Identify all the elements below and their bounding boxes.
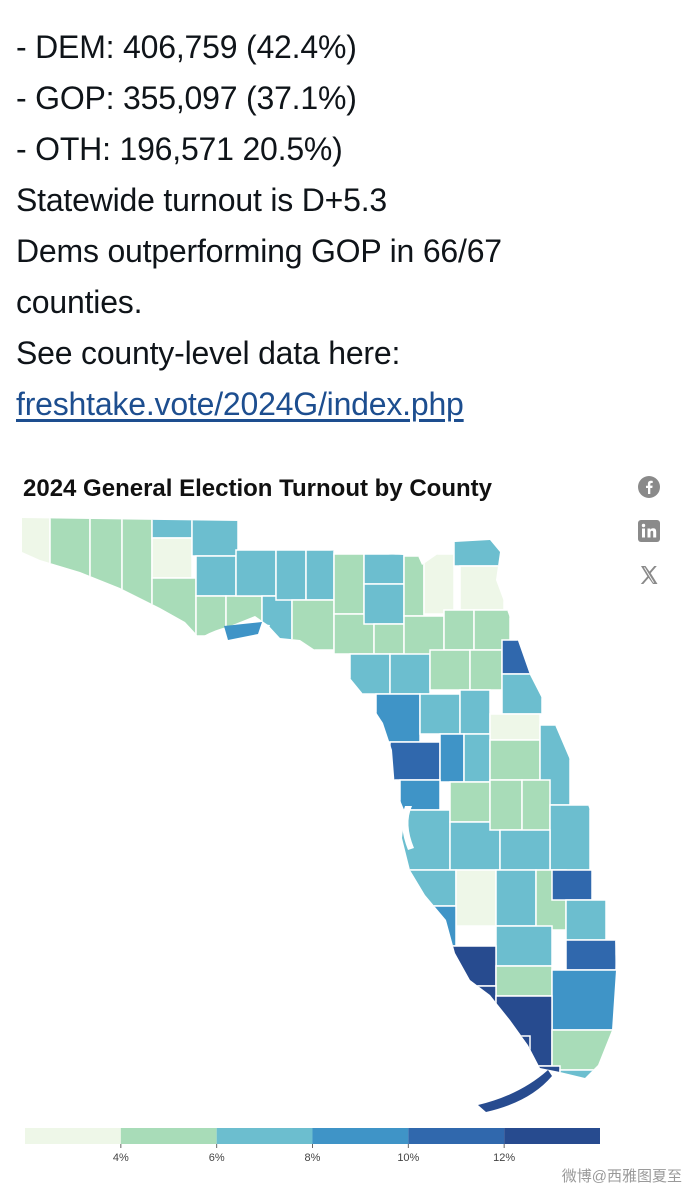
county[interactable] xyxy=(445,985,497,1037)
county[interactable] xyxy=(489,779,523,831)
legend-bin xyxy=(25,1128,121,1144)
post-line: - OTH: 196,571 20.5%) xyxy=(16,131,343,167)
county[interactable] xyxy=(235,549,277,597)
county[interactable] xyxy=(121,516,153,607)
legend-bin xyxy=(216,1128,313,1144)
county[interactable] xyxy=(423,553,455,615)
county[interactable] xyxy=(151,516,193,539)
county[interactable] xyxy=(499,829,551,871)
county[interactable] xyxy=(559,1069,620,1115)
legend-bin xyxy=(504,1128,600,1144)
county[interactable] xyxy=(275,549,307,601)
legend-tick-label: 8% xyxy=(305,1152,321,1164)
county[interactable] xyxy=(389,741,441,781)
county[interactable] xyxy=(20,516,51,567)
x-icon[interactable] xyxy=(637,563,661,587)
county[interactable] xyxy=(439,733,465,783)
legend-tick-label: 4% xyxy=(113,1152,129,1164)
county[interactable] xyxy=(89,516,123,597)
watermark: 微博@西雅图夏至 xyxy=(561,1168,682,1185)
data-link[interactable]: freshtake.vote/2024G/index.php xyxy=(16,386,464,422)
legend-bin xyxy=(312,1128,409,1144)
post-line: - DEM: 406,759 (42.4%) xyxy=(16,29,357,65)
county[interactable] xyxy=(349,653,391,695)
county[interactable] xyxy=(291,599,335,651)
county[interactable] xyxy=(501,673,543,715)
county[interactable] xyxy=(435,945,497,987)
county[interactable] xyxy=(151,577,197,639)
post-line: - GOP: 355,097 (37.1%) xyxy=(16,80,357,116)
county[interactable] xyxy=(501,639,533,675)
county[interactable] xyxy=(459,565,505,611)
florida-county-map xyxy=(20,516,620,1115)
linkedin-icon[interactable] xyxy=(637,519,661,543)
county[interactable] xyxy=(363,553,405,585)
county[interactable] xyxy=(551,869,593,901)
florida-keys[interactable] xyxy=(478,1070,552,1112)
county[interactable] xyxy=(429,649,471,691)
county[interactable] xyxy=(495,995,553,1067)
county[interactable] xyxy=(389,809,451,871)
post-line: counties. xyxy=(16,284,143,320)
chart-card: 2024 General Election Turnout by County xyxy=(0,455,690,1192)
county[interactable] xyxy=(489,739,541,781)
county[interactable] xyxy=(151,537,193,579)
county[interactable] xyxy=(389,653,431,695)
post-text: - DEM: 406,759 (42.4%) - GOP: 355,097 (3… xyxy=(16,22,676,430)
county[interactable] xyxy=(419,905,457,947)
county[interactable] xyxy=(463,733,491,783)
county[interactable] xyxy=(455,869,497,927)
legend-bin xyxy=(408,1128,505,1144)
chart-title: 2024 General Election Turnout by County xyxy=(23,475,492,502)
county[interactable] xyxy=(195,555,237,597)
legend-tick-label: 6% xyxy=(209,1152,225,1164)
county[interactable] xyxy=(565,899,607,941)
county[interactable] xyxy=(551,1029,618,1071)
county[interactable] xyxy=(469,649,503,691)
facebook-icon[interactable] xyxy=(637,475,661,499)
county[interactable] xyxy=(191,516,239,557)
legend-tick-label: 12% xyxy=(493,1152,515,1164)
post-line: See county-level data here: xyxy=(16,335,401,371)
county[interactable] xyxy=(333,553,365,615)
county[interactable] xyxy=(495,965,553,997)
county[interactable] xyxy=(489,713,541,741)
county[interactable] xyxy=(363,583,405,625)
post-line: Statewide turnout is D+5.3 xyxy=(16,182,388,218)
county[interactable] xyxy=(373,623,405,655)
county[interactable] xyxy=(549,804,591,871)
county[interactable] xyxy=(449,781,491,823)
county[interactable] xyxy=(565,939,616,971)
post-line: Dems outperforming GOP in 66/67 xyxy=(16,233,502,269)
share-bar xyxy=(637,475,663,607)
county[interactable] xyxy=(49,516,91,587)
county[interactable] xyxy=(469,1035,531,1096)
county[interactable] xyxy=(453,537,505,567)
county[interactable] xyxy=(399,779,441,811)
county[interactable] xyxy=(551,969,618,1031)
county[interactable] xyxy=(305,549,335,601)
county[interactable] xyxy=(399,869,457,907)
county[interactable] xyxy=(261,595,293,647)
county[interactable] xyxy=(375,693,421,743)
color-legend: 4% 6% 8% 10% 12% xyxy=(25,1128,600,1164)
county[interactable] xyxy=(495,925,553,967)
legend-bin xyxy=(120,1128,217,1144)
county[interactable] xyxy=(459,689,491,735)
legend-tick-label: 10% xyxy=(397,1152,419,1164)
county[interactable] xyxy=(403,555,425,617)
county[interactable] xyxy=(419,693,461,735)
county[interactable] xyxy=(495,869,537,927)
county[interactable] xyxy=(443,609,475,651)
